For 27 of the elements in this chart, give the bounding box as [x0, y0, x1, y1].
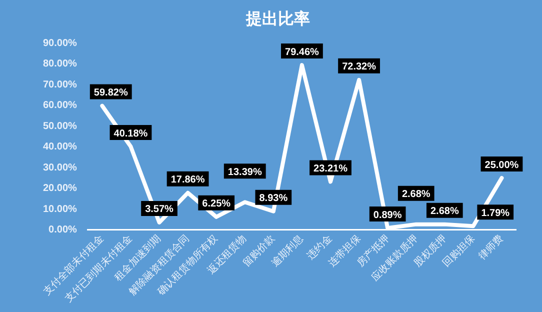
- data-label: 79.46%: [284, 46, 320, 58]
- y-tick-label: 30.00%: [42, 162, 78, 174]
- data-label: 0.89%: [373, 210, 402, 221]
- y-tick-label: 40.00%: [42, 142, 78, 153]
- data-label: 23.21%: [314, 163, 348, 174]
- data-label: 6.25%: [202, 198, 231, 210]
- data-label: 40.18%: [114, 128, 148, 140]
- y-tick-label: 20.00%: [42, 183, 78, 194]
- data-label: 13.39%: [228, 166, 262, 178]
- data-label: 72.32%: [342, 62, 376, 73]
- data-label: 17.86%: [170, 174, 205, 186]
- y-tick-label: 80.00%: [42, 58, 78, 70]
- data-label: 2.68%: [430, 206, 459, 218]
- y-tick-label: 70.00%: [42, 79, 78, 90]
- y-tick-label: 90.00%: [42, 38, 78, 49]
- chart-title: 提出比率: [245, 8, 310, 28]
- x-tick-label: 律师费: [476, 232, 506, 262]
- y-tick-label: 50.00%: [42, 120, 78, 132]
- y-tick-label: 60.00%: [42, 100, 78, 112]
- data-label: 8.93%: [259, 193, 288, 204]
- data-label: 25.00%: [484, 160, 519, 171]
- y-tick-label: 10.00%: [42, 204, 78, 215]
- data-label: 3.57%: [145, 204, 174, 216]
- data-label: 2.68%: [402, 189, 430, 200]
- data-label: 1.79%: [481, 208, 510, 219]
- data-label: 59.82%: [94, 88, 128, 99]
- y-tick-label: 0.00%: [48, 224, 78, 236]
